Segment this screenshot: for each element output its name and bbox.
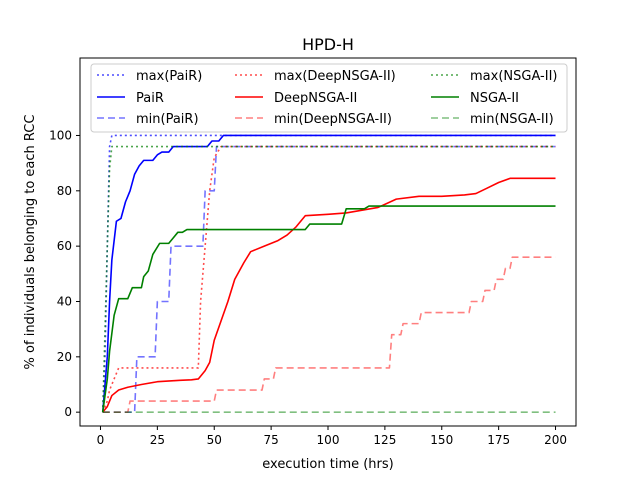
series-line-3	[102, 145, 556, 413]
legend-label: max(NSGA-II)	[470, 69, 557, 84]
series-line-4	[102, 177, 556, 413]
plot-frame	[79, 57, 577, 427]
legend-label: max(DeepNSGA-II)	[274, 69, 396, 84]
x-tick-label: 50	[207, 433, 222, 447]
legend-label: NSGA-II	[470, 91, 519, 106]
x-axis-label: execution time (hrs)	[262, 457, 394, 472]
legend-label: min(NSGA-II)	[470, 112, 554, 127]
x-tick-label: 150	[430, 433, 453, 447]
x-tick-label: 25	[150, 433, 165, 447]
chart-title: HPD-H	[302, 35, 354, 54]
y-tick-label: 0	[64, 405, 72, 419]
y-tick-label: 80	[57, 184, 72, 198]
series-line-7	[101, 205, 556, 413]
legend-label: DeepNSGA-II	[274, 91, 357, 106]
series-line-2	[102, 145, 556, 413]
legend-label: min(PaiR)	[136, 112, 199, 127]
y-tick-label: 20	[57, 350, 72, 364]
x-tick-label: 75	[263, 433, 278, 447]
series-line-1	[101, 134, 556, 413]
x-tick-label: 0	[97, 433, 105, 447]
x-axis-ticks: 0 25 50 75 100 125 150 175 200	[97, 426, 567, 447]
y-tick-label: 60	[57, 239, 72, 253]
legend-label: PaiR	[136, 91, 164, 106]
y-axis-label: % of individuals belonging to each RCC	[23, 115, 38, 370]
series-line-5	[102, 256, 556, 413]
x-tick-label: 100	[317, 433, 340, 447]
x-tick-label: 125	[373, 433, 396, 447]
legend-label: max(PaiR)	[136, 69, 202, 84]
y-axis-ticks: 0 20 40 60 80 100	[49, 128, 80, 419]
x-tick-label: 175	[487, 433, 510, 447]
legend-label: min(DeepNSGA-II)	[274, 112, 392, 127]
plot-lines	[101, 134, 556, 413]
legend: max(PaiR) PaiR min(PaiR) max(DeepNSGA-II) De…	[90, 63, 568, 133]
y-tick-label: 40	[57, 294, 72, 308]
legend-box	[90, 63, 568, 133]
x-tick-label: 200	[544, 433, 567, 447]
y-tick-label: 100	[49, 128, 72, 142]
